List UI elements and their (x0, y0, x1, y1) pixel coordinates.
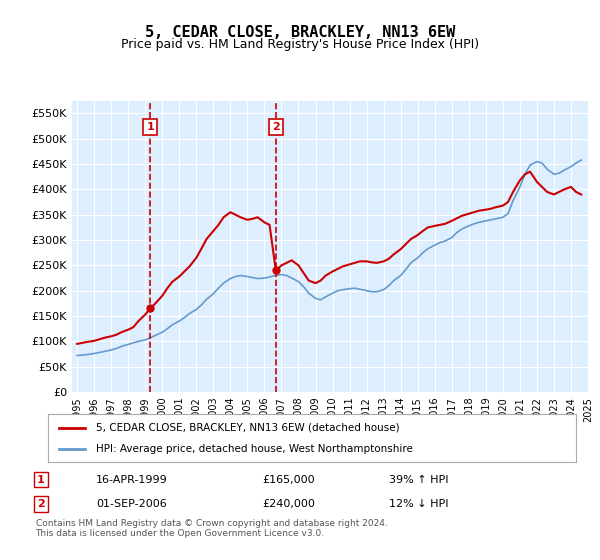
Text: 12% ↓ HPI: 12% ↓ HPI (389, 499, 448, 509)
Text: 2: 2 (272, 122, 280, 132)
Text: 16-APR-1999: 16-APR-1999 (96, 474, 168, 484)
Text: 1: 1 (37, 474, 45, 484)
Text: HPI: Average price, detached house, West Northamptonshire: HPI: Average price, detached house, West… (95, 444, 412, 454)
Text: 2: 2 (37, 499, 45, 509)
Text: £165,000: £165,000 (262, 474, 314, 484)
Text: 1: 1 (146, 122, 154, 132)
Text: 01-SEP-2006: 01-SEP-2006 (96, 499, 167, 509)
Text: 39% ↑ HPI: 39% ↑ HPI (389, 474, 448, 484)
Text: Price paid vs. HM Land Registry's House Price Index (HPI): Price paid vs. HM Land Registry's House … (121, 38, 479, 51)
Text: 5, CEDAR CLOSE, BRACKLEY, NN13 6EW (detached house): 5, CEDAR CLOSE, BRACKLEY, NN13 6EW (deta… (95, 423, 399, 433)
Text: £240,000: £240,000 (262, 499, 315, 509)
Text: Contains HM Land Registry data © Crown copyright and database right 2024.
This d: Contains HM Land Registry data © Crown c… (35, 519, 387, 538)
Text: 5, CEDAR CLOSE, BRACKLEY, NN13 6EW: 5, CEDAR CLOSE, BRACKLEY, NN13 6EW (145, 25, 455, 40)
